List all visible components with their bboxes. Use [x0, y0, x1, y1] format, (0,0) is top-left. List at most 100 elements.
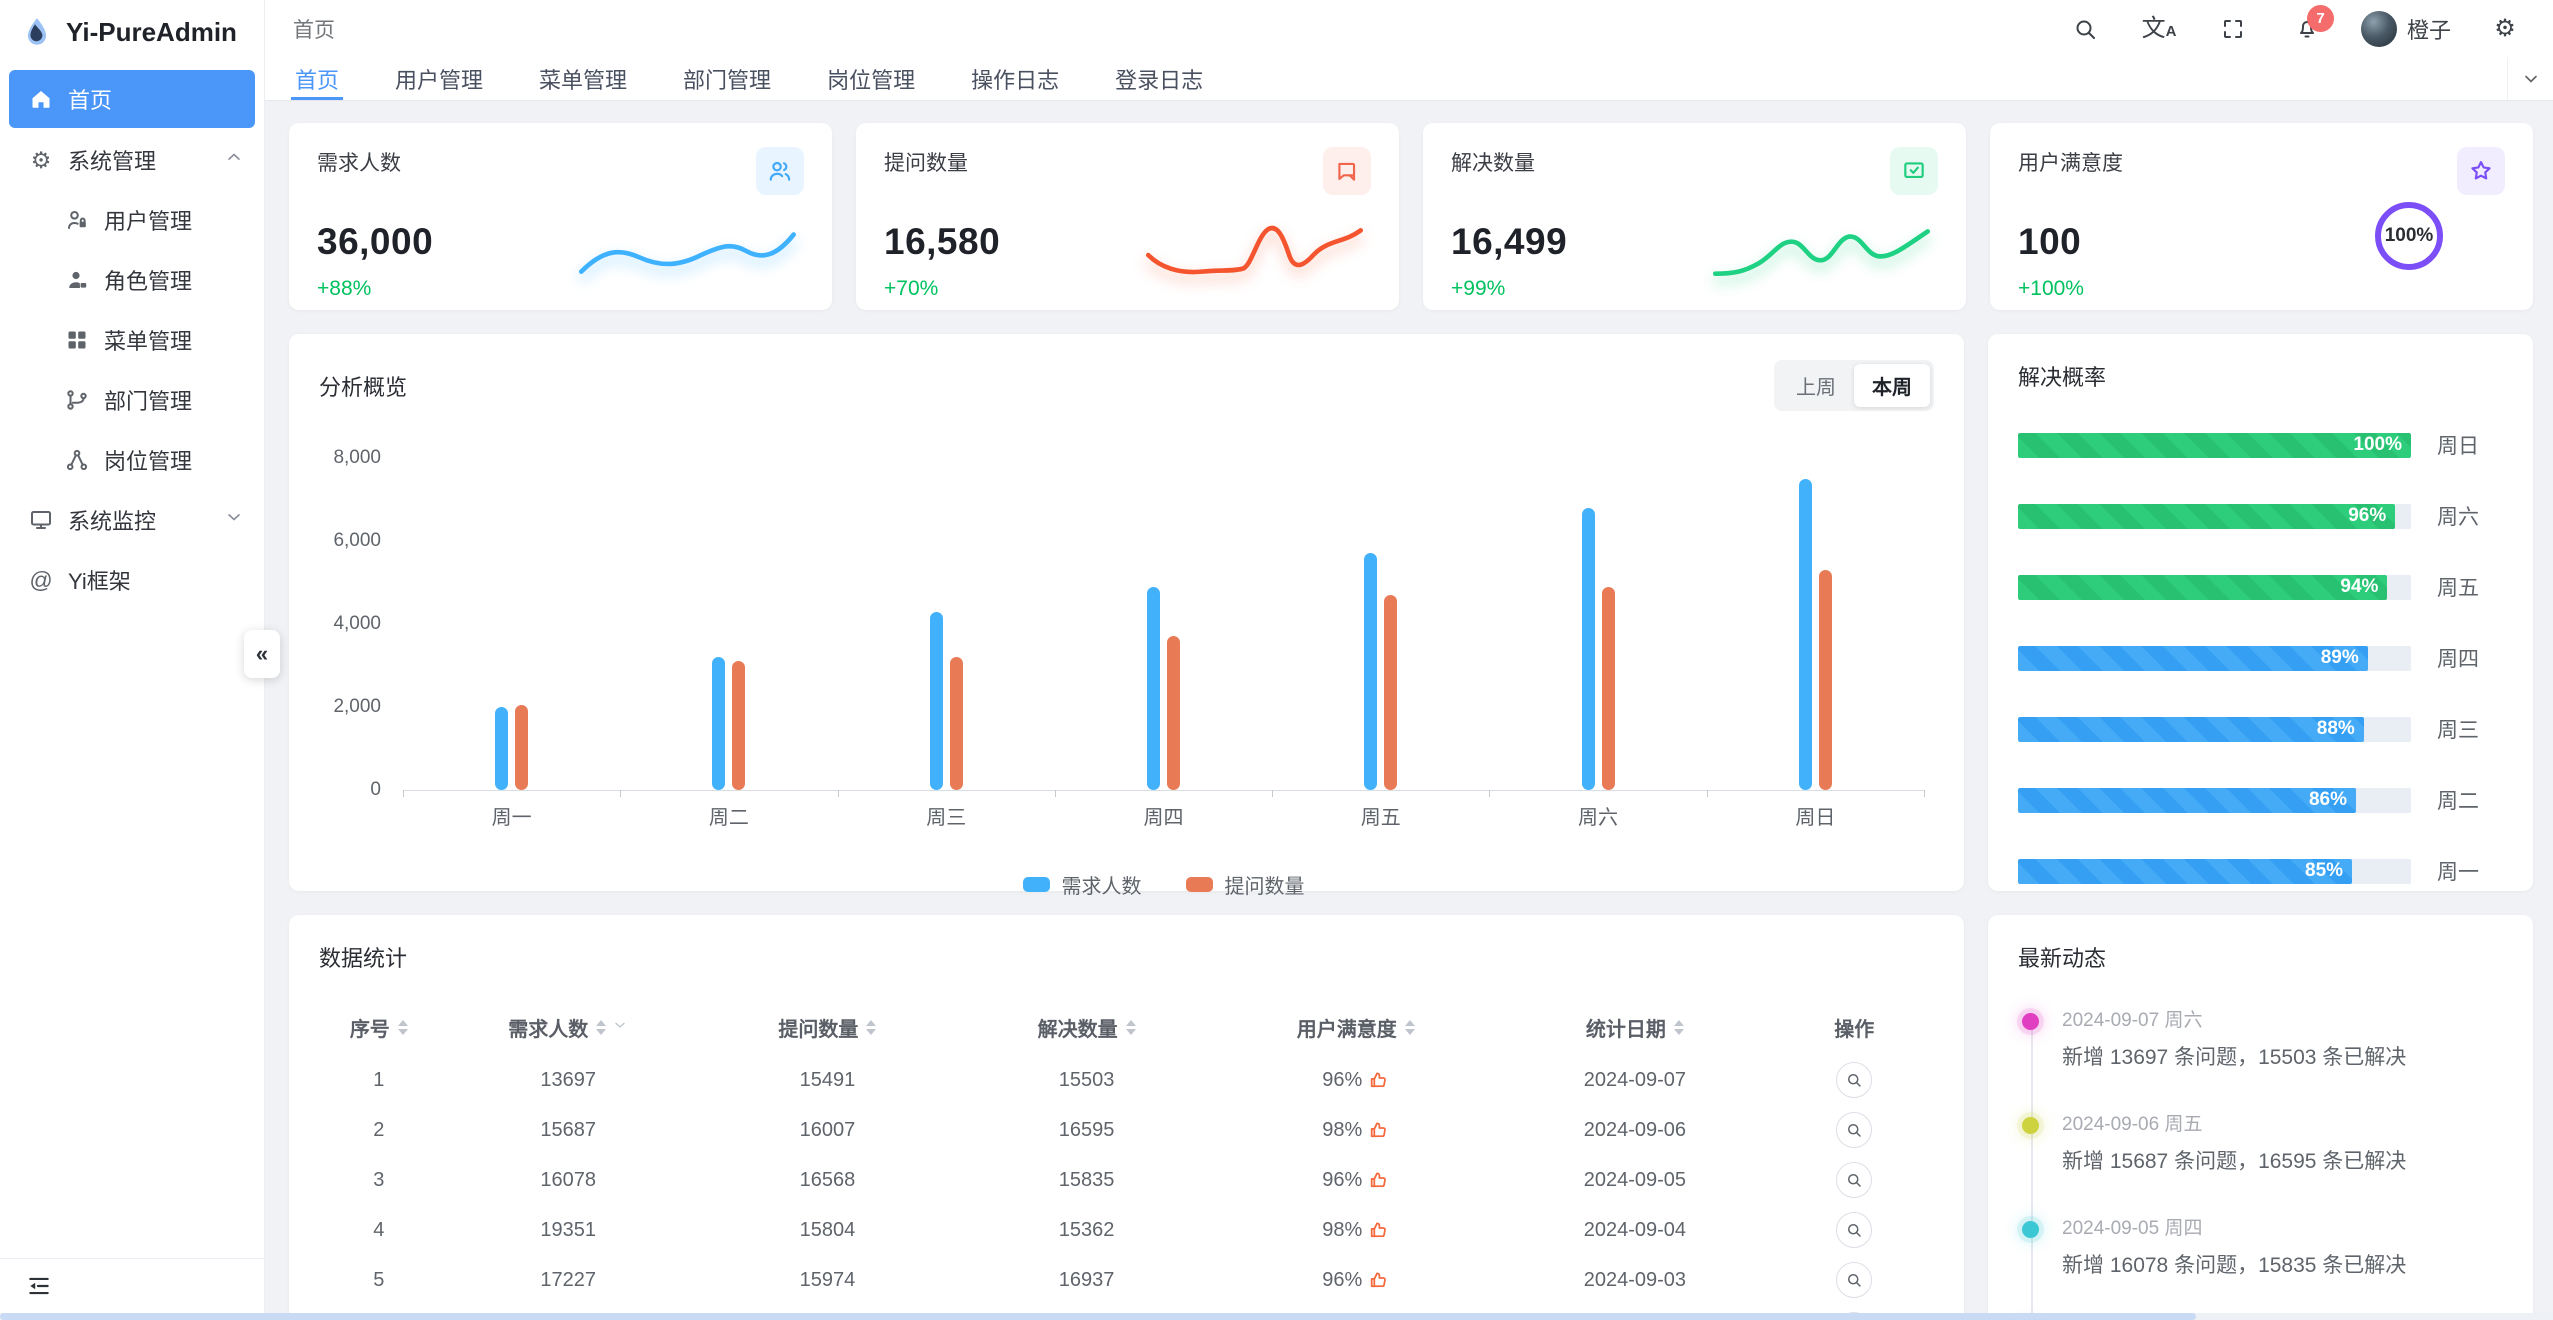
- bar-group-周一: [403, 459, 620, 790]
- tab-首页[interactable]: 首页: [290, 57, 344, 100]
- toggle-本周[interactable]: 本周: [1854, 364, 1930, 407]
- thumb-icon: [1368, 1120, 1389, 1141]
- tab-部门管理[interactable]: 部门管理: [683, 67, 772, 93]
- sidebar-item-user-lock[interactable]: 用户管理: [0, 190, 264, 250]
- middle-row: 分析概览 上周 本周 0 2,000 4,000 6,000 8,000 周一 周二 周三 周四…: [289, 334, 2533, 898]
- view-detail-button[interactable]: [1836, 1262, 1873, 1298]
- bar-group-周五: [1272, 459, 1489, 790]
- tab-菜单管理[interactable]: 菜单管理: [539, 67, 628, 93]
- sidebar-menu: 首页 ⚙ 系统管理 用户管理 角色管理 菜单管理 部门管理 岗位管理系统监控 @ Yi框架: [0, 64, 264, 614]
- column-header-label: 操作: [1834, 1018, 1875, 1041]
- column-header-label: 用户满意度: [1296, 1018, 1397, 1041]
- bar-需求人数: [495, 707, 509, 790]
- satisfaction-cell: 96%: [1216, 1069, 1495, 1092]
- sparkline: [1705, 218, 1940, 284]
- bar-chart-plot: 0 2,000 4,000 6,000 8,000: [333, 447, 1925, 800]
- legend-需求人数[interactable]: 需求人数: [1022, 870, 1142, 899]
- data-statistics-card: 数据统计 序号 需求人数 提问数量 解决数量 用户满意度 统计日期 操作 1 13697 1549…: [289, 915, 1964, 1320]
- sort-carets-icon[interactable]: [1125, 1019, 1136, 1035]
- stat-card-msg-check: 解决数量 16,499 +99%: [1423, 123, 1966, 310]
- translate-icon[interactable]: 文A: [2141, 14, 2177, 42]
- column-header-用户满意度[interactable]: 用户满意度: [1216, 1013, 1495, 1042]
- timeline-text: 新增 15687 条问题，16595 条已解决: [2062, 1150, 2407, 1173]
- app-title: Yi-PureAdmin: [66, 16, 237, 47]
- table-cell: 17227: [540, 1268, 597, 1291]
- table-cell: 15503: [1058, 1068, 1115, 1091]
- view-detail-button[interactable]: [1836, 1212, 1873, 1248]
- sort-carets-icon[interactable]: [1673, 1019, 1684, 1035]
- table-cell: 4: [373, 1218, 385, 1241]
- table-cell: 15491: [799, 1068, 856, 1091]
- stat-card-title: 提问数量: [884, 152, 968, 175]
- progress-day-label: 周日: [2437, 435, 2479, 458]
- sidebar-item-share[interactable]: 岗位管理: [0, 430, 264, 490]
- tab-操作日志[interactable]: 操作日志: [971, 67, 1060, 93]
- thumb-icon: [1368, 1270, 1389, 1291]
- table-header-row: 序号 需求人数 提问数量 解决数量 用户满意度 统计日期 操作: [319, 999, 1934, 1055]
- stat-card-value: 36,000: [317, 221, 434, 262]
- gear-icon[interactable]: ⚙: [2494, 14, 2516, 42]
- tab-用户管理[interactable]: 用户管理: [395, 67, 484, 93]
- tabs-dropdown-button[interactable]: [2507, 57, 2553, 100]
- view-detail-button[interactable]: [1836, 1112, 1873, 1148]
- analysis-overview-card: 分析概览 上周 本周 0 2,000 4,000 6,000 8,000 周一 周二 周三 周四…: [289, 334, 1964, 898]
- column-header-解决数量[interactable]: 解决数量: [957, 1013, 1216, 1042]
- app-logo[interactable]: Yi-PureAdmin: [0, 0, 264, 64]
- collapse-menu-icon[interactable]: [26, 1273, 52, 1299]
- sidebar-item-user-solid[interactable]: 角色管理: [0, 250, 264, 310]
- progress-percent: 85%: [2305, 860, 2344, 881]
- sort-carets-icon[interactable]: [596, 1019, 607, 1035]
- sidebar-item-branch[interactable]: 部门管理: [0, 370, 264, 430]
- column-header-提问数量[interactable]: 提问数量: [698, 1013, 957, 1042]
- user-menu[interactable]: 橙子: [2360, 10, 2451, 47]
- thumb-icon: [1368, 1070, 1389, 1091]
- tab-登录日志[interactable]: 登录日志: [1115, 67, 1204, 93]
- horizontal-scrollbar[interactable]: [0, 1313, 2553, 1320]
- sidebar-item-grid[interactable]: 菜单管理: [0, 310, 264, 370]
- stat-card-head: 提问数量: [884, 147, 1371, 195]
- x-axis-label: 周日: [1795, 807, 1836, 829]
- tab-岗位管理[interactable]: 岗位管理: [827, 67, 916, 93]
- search-icon[interactable]: [2065, 9, 2105, 49]
- progress-percent: 86%: [2308, 789, 2347, 810]
- column-header-label: 提问数量: [778, 1018, 859, 1041]
- data-table: 序号 需求人数 提问数量 解决数量 用户满意度 统计日期 操作 1 13697 15491 1550…: [319, 999, 1934, 1320]
- sort-carets-icon[interactable]: [866, 1019, 877, 1035]
- x-axis-label: 周五: [1360, 807, 1401, 829]
- fullscreen-icon[interactable]: [2213, 9, 2253, 49]
- avatar: [2360, 10, 2397, 47]
- solve-rate-row-周二: 86% 周二: [2018, 785, 2503, 815]
- bell-icon[interactable]: 7: [2287, 4, 2334, 49]
- sort-carets-icon[interactable]: [1404, 1019, 1415, 1035]
- column-header-统计日期[interactable]: 统计日期: [1495, 1013, 1774, 1042]
- progress-track: 94%: [2018, 574, 2411, 600]
- latest-activity-card: 最新动态 2024-09-07 周六 新增 13697 条问题，15503 条已解…: [1988, 915, 2533, 1320]
- legend-提问数量[interactable]: 提问数量: [1185, 870, 1305, 899]
- view-detail-button[interactable]: [1836, 1062, 1873, 1098]
- progress-day-label: 周二: [2437, 790, 2479, 813]
- sidebar-item-home[interactable]: 首页: [9, 70, 255, 128]
- sidebar-item-at[interactable]: @ Yi框架: [0, 550, 264, 610]
- home-icon: [28, 86, 54, 112]
- column-header-操作: 操作: [1774, 1013, 1934, 1042]
- view-detail-button[interactable]: [1836, 1162, 1873, 1198]
- sidebar-item-gear[interactable]: ⚙ 系统管理: [0, 130, 264, 190]
- timeline-item: 2024-09-05 周四 新增 16078 条问题，15835 条已解决: [2022, 1213, 2503, 1279]
- main-column: 首页 文A 7 橙子 ⚙: [265, 0, 2553, 1320]
- table-cell: 16007: [799, 1118, 856, 1141]
- column-header-序号[interactable]: 序号: [319, 1013, 439, 1042]
- sidebar-item-monitor[interactable]: 系统监控: [0, 490, 264, 550]
- x-axis-tick: [1706, 790, 1708, 797]
- sidebar-item-label: 系统监控: [68, 509, 157, 534]
- progress-percent: 96%: [2348, 505, 2387, 526]
- toggle-上周[interactable]: 上周: [1796, 377, 1836, 399]
- scrollbar-thumb[interactable]: [0, 1313, 2196, 1320]
- column-header-需求人数[interactable]: 需求人数: [439, 1013, 698, 1042]
- share-icon: [64, 447, 90, 473]
- table-row: 4 19351 15804 15362 98% 2024-09-04: [319, 1205, 1934, 1255]
- filter-chevron-icon[interactable]: [612, 1016, 628, 1039]
- msg-check-icon: [1890, 147, 1938, 195]
- sort-carets-icon[interactable]: [397, 1019, 408, 1035]
- sidebar-collapse-button[interactable]: «: [244, 630, 280, 678]
- satisfaction-value: 98%: [1322, 1118, 1363, 1141]
